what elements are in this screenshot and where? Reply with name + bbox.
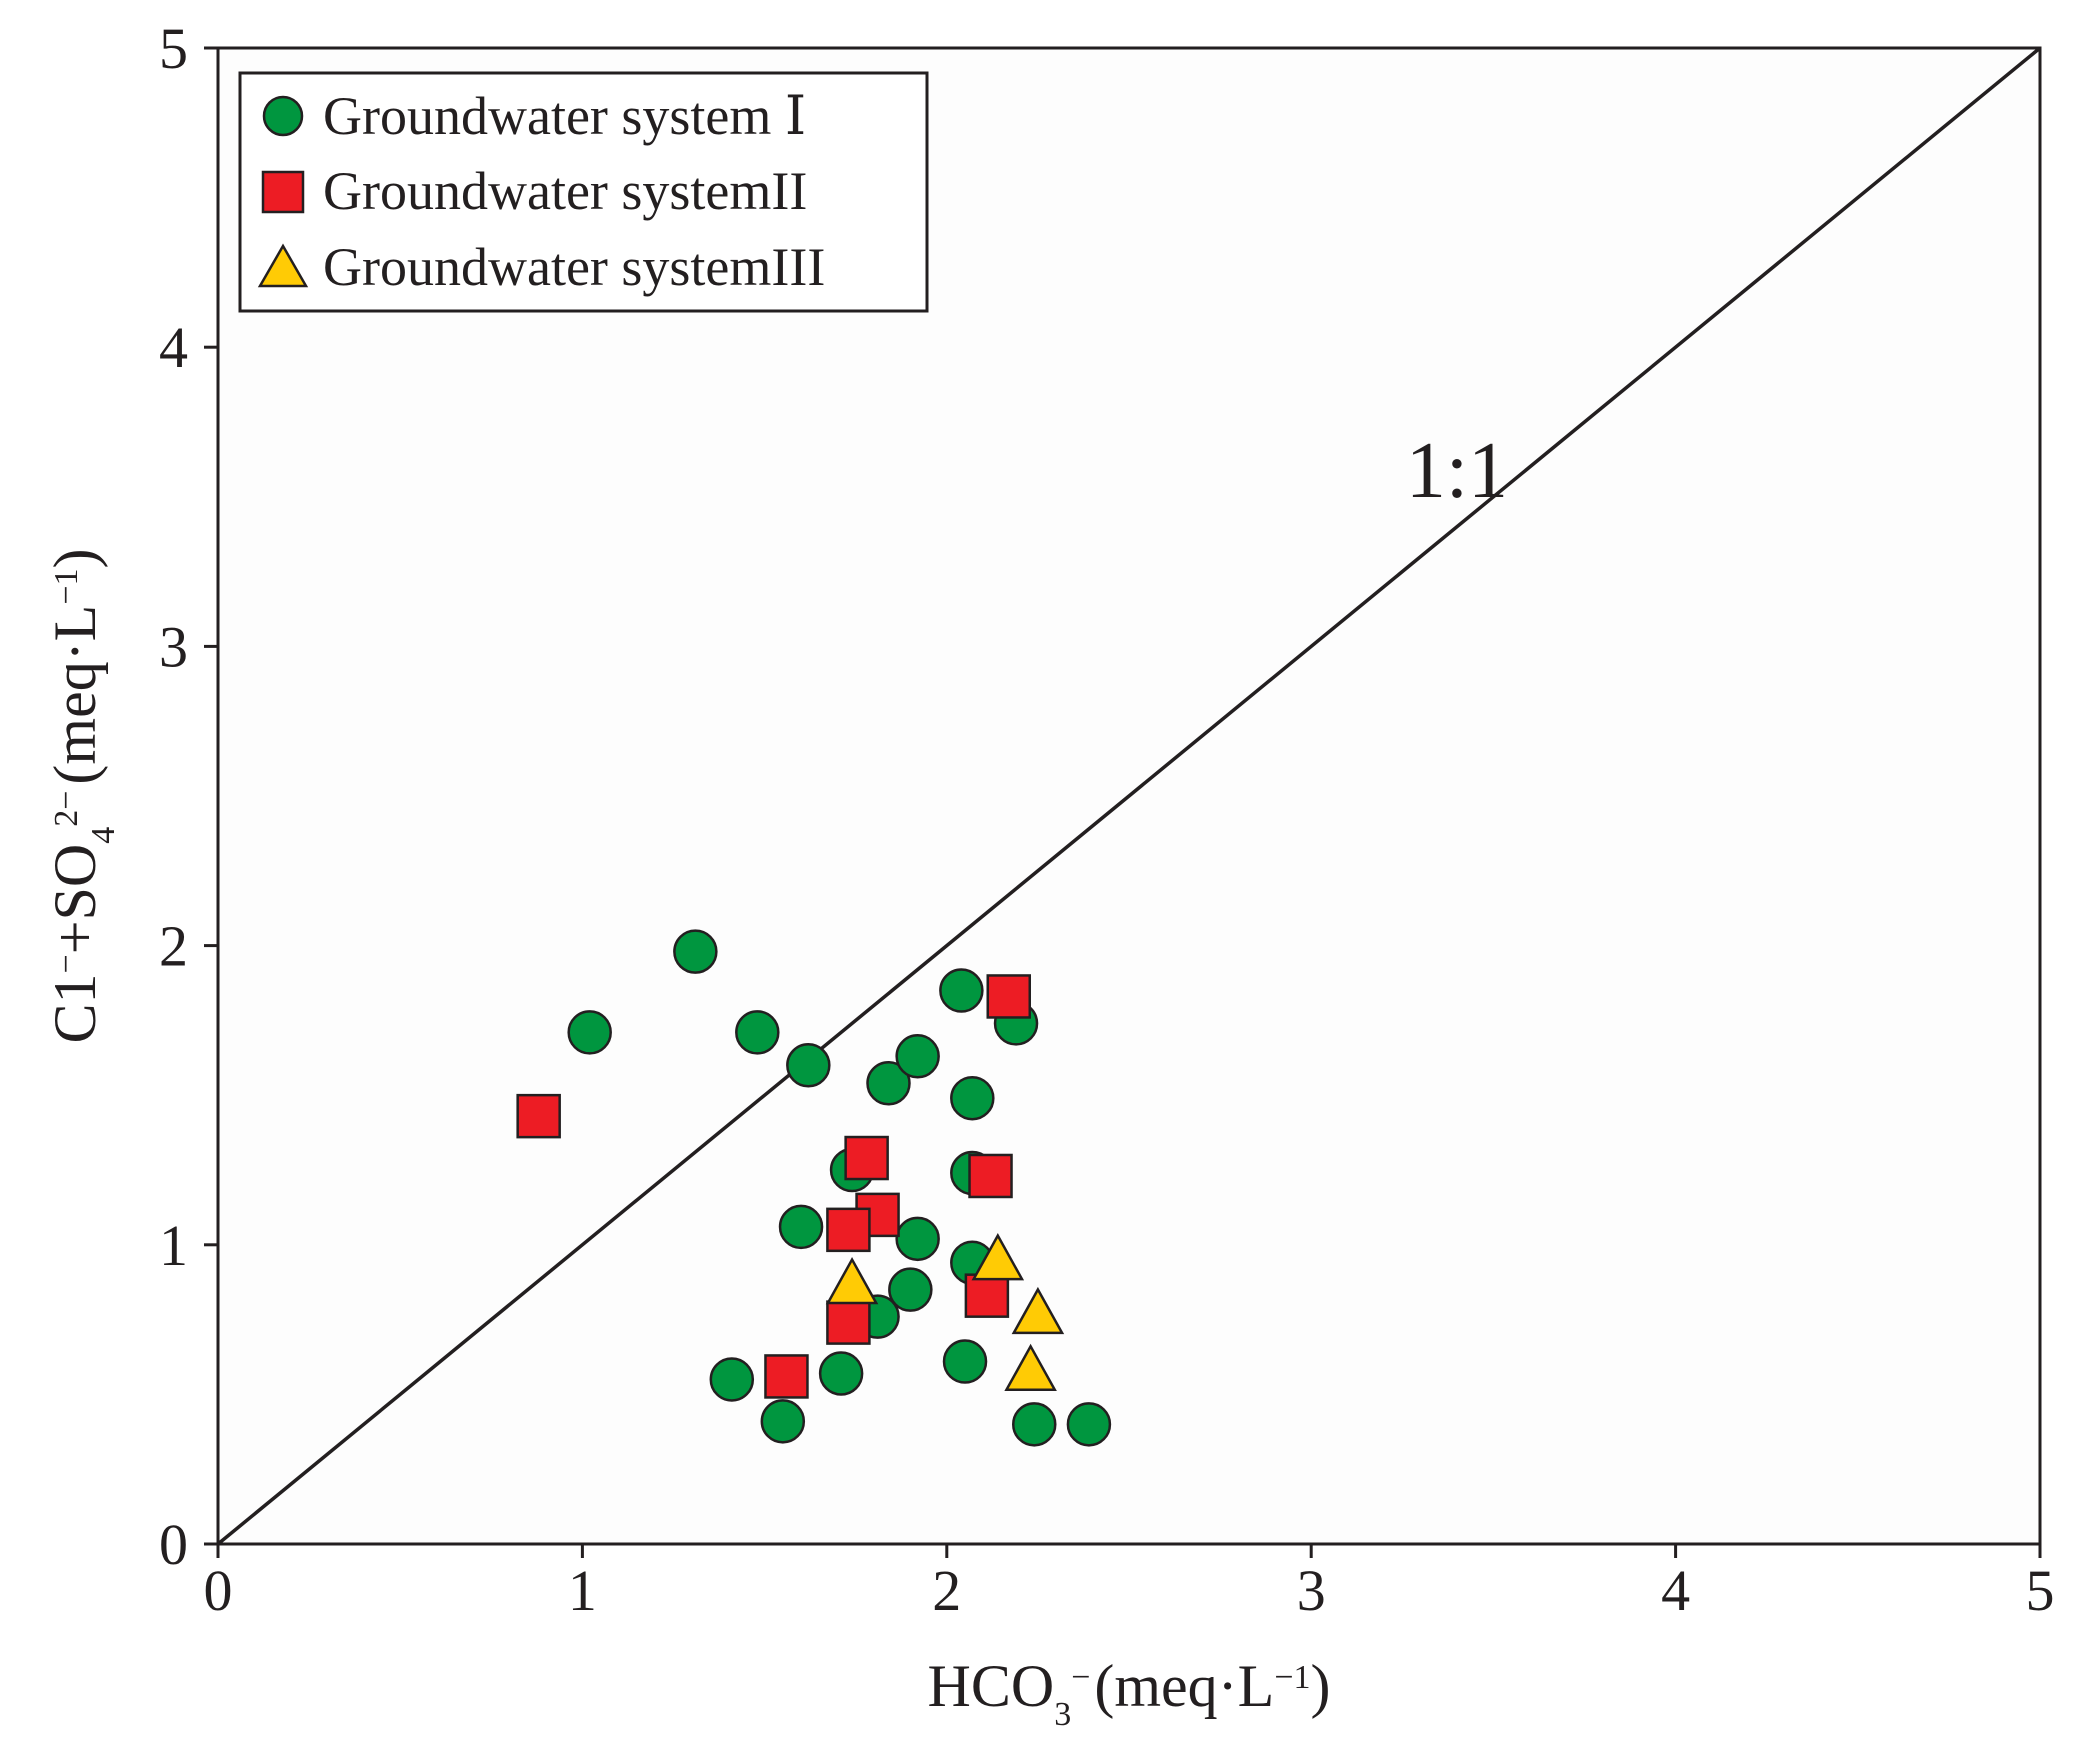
data-point-triangle <box>1004 1343 1057 1392</box>
series-3 <box>825 1233 1065 1392</box>
data-point-square <box>516 1093 561 1139</box>
reference-line-1-1 <box>216 46 2042 1546</box>
y-tick-label: 2 <box>159 914 188 979</box>
data-point-circle <box>567 1010 612 1055</box>
legend-item-system-2: Groundwater systemII <box>261 161 807 221</box>
tick-layer: 0 1 2 3 4 5 0 1 2 3 4 5 <box>159 16 2055 1623</box>
data-point-circle <box>735 1010 780 1055</box>
x-tick-label: 3 <box>1297 1558 1326 1623</box>
x-axis-title: HCO3−(meq·L−1) <box>928 1653 1331 1733</box>
reference-line-layer: 1:1 <box>216 46 2042 1546</box>
series-2 <box>516 974 1031 1399</box>
legend-circle-marker <box>262 95 304 137</box>
data-point-circle <box>895 1034 940 1079</box>
data-point-circle <box>895 1216 940 1262</box>
data-point-square <box>844 1135 889 1181</box>
x-tick-label: 2 <box>932 1558 961 1623</box>
legend-item-system-3: Groundwater systemIII <box>257 237 825 297</box>
data-point-triangle <box>971 1233 1025 1281</box>
x-tick-label: 1 <box>568 1558 597 1623</box>
data-point-square <box>826 1300 871 1345</box>
x-tick-label: 4 <box>1661 1558 1690 1623</box>
legend-box <box>238 71 929 313</box>
legend-triangle-marker <box>257 243 309 288</box>
data-point-circle <box>942 1339 988 1384</box>
data-point-circle <box>866 1060 911 1106</box>
data-point-triangle <box>1011 1286 1065 1335</box>
data-point-circle <box>888 1267 933 1312</box>
data-point-square <box>968 1153 1013 1199</box>
reference-line-label: 1:1 <box>1406 427 1508 515</box>
legend-label-system-1: Groundwater system Ⅰ <box>323 86 806 146</box>
data-point-circle <box>950 1075 995 1121</box>
data-point-square <box>986 974 1031 1019</box>
data-point-circle <box>778 1204 824 1250</box>
data-point-circle <box>939 968 984 1013</box>
data-point-square <box>964 1273 1010 1318</box>
y-tick-label: 5 <box>159 16 188 81</box>
y-tick-label: 1 <box>159 1213 188 1278</box>
y-tick-label: 3 <box>159 614 188 679</box>
legend: Groundwater system Ⅰ Groundwater systemI… <box>238 71 929 313</box>
data-point-circle <box>709 1357 755 1402</box>
data-point-circle <box>1012 1402 1057 1447</box>
x-tick-label: 5 <box>2026 1558 2055 1623</box>
x-tick-label: 0 <box>204 1558 233 1623</box>
legend-label-system-2: Groundwater systemII <box>323 161 807 221</box>
data-point-triangle <box>825 1256 879 1305</box>
data-point-circle <box>1066 1402 1112 1447</box>
data-point-circle <box>760 1399 806 1444</box>
legend-item-system-1: Groundwater system Ⅰ <box>262 86 806 146</box>
data-points-layer <box>516 929 1112 1447</box>
y-tick-label: 0 <box>159 1512 188 1577</box>
data-point-circle <box>818 1351 864 1396</box>
data-point-square <box>764 1354 809 1399</box>
y-axis-title: C1−+SO42−(meq·L−1) <box>42 548 122 1043</box>
data-point-square <box>826 1207 871 1253</box>
data-point-circle <box>786 1043 831 1088</box>
data-point-circle <box>673 929 718 974</box>
legend-square-marker <box>261 170 305 214</box>
y-tick-label: 4 <box>159 315 188 380</box>
legend-label-system-3: Groundwater systemIII <box>323 237 825 297</box>
